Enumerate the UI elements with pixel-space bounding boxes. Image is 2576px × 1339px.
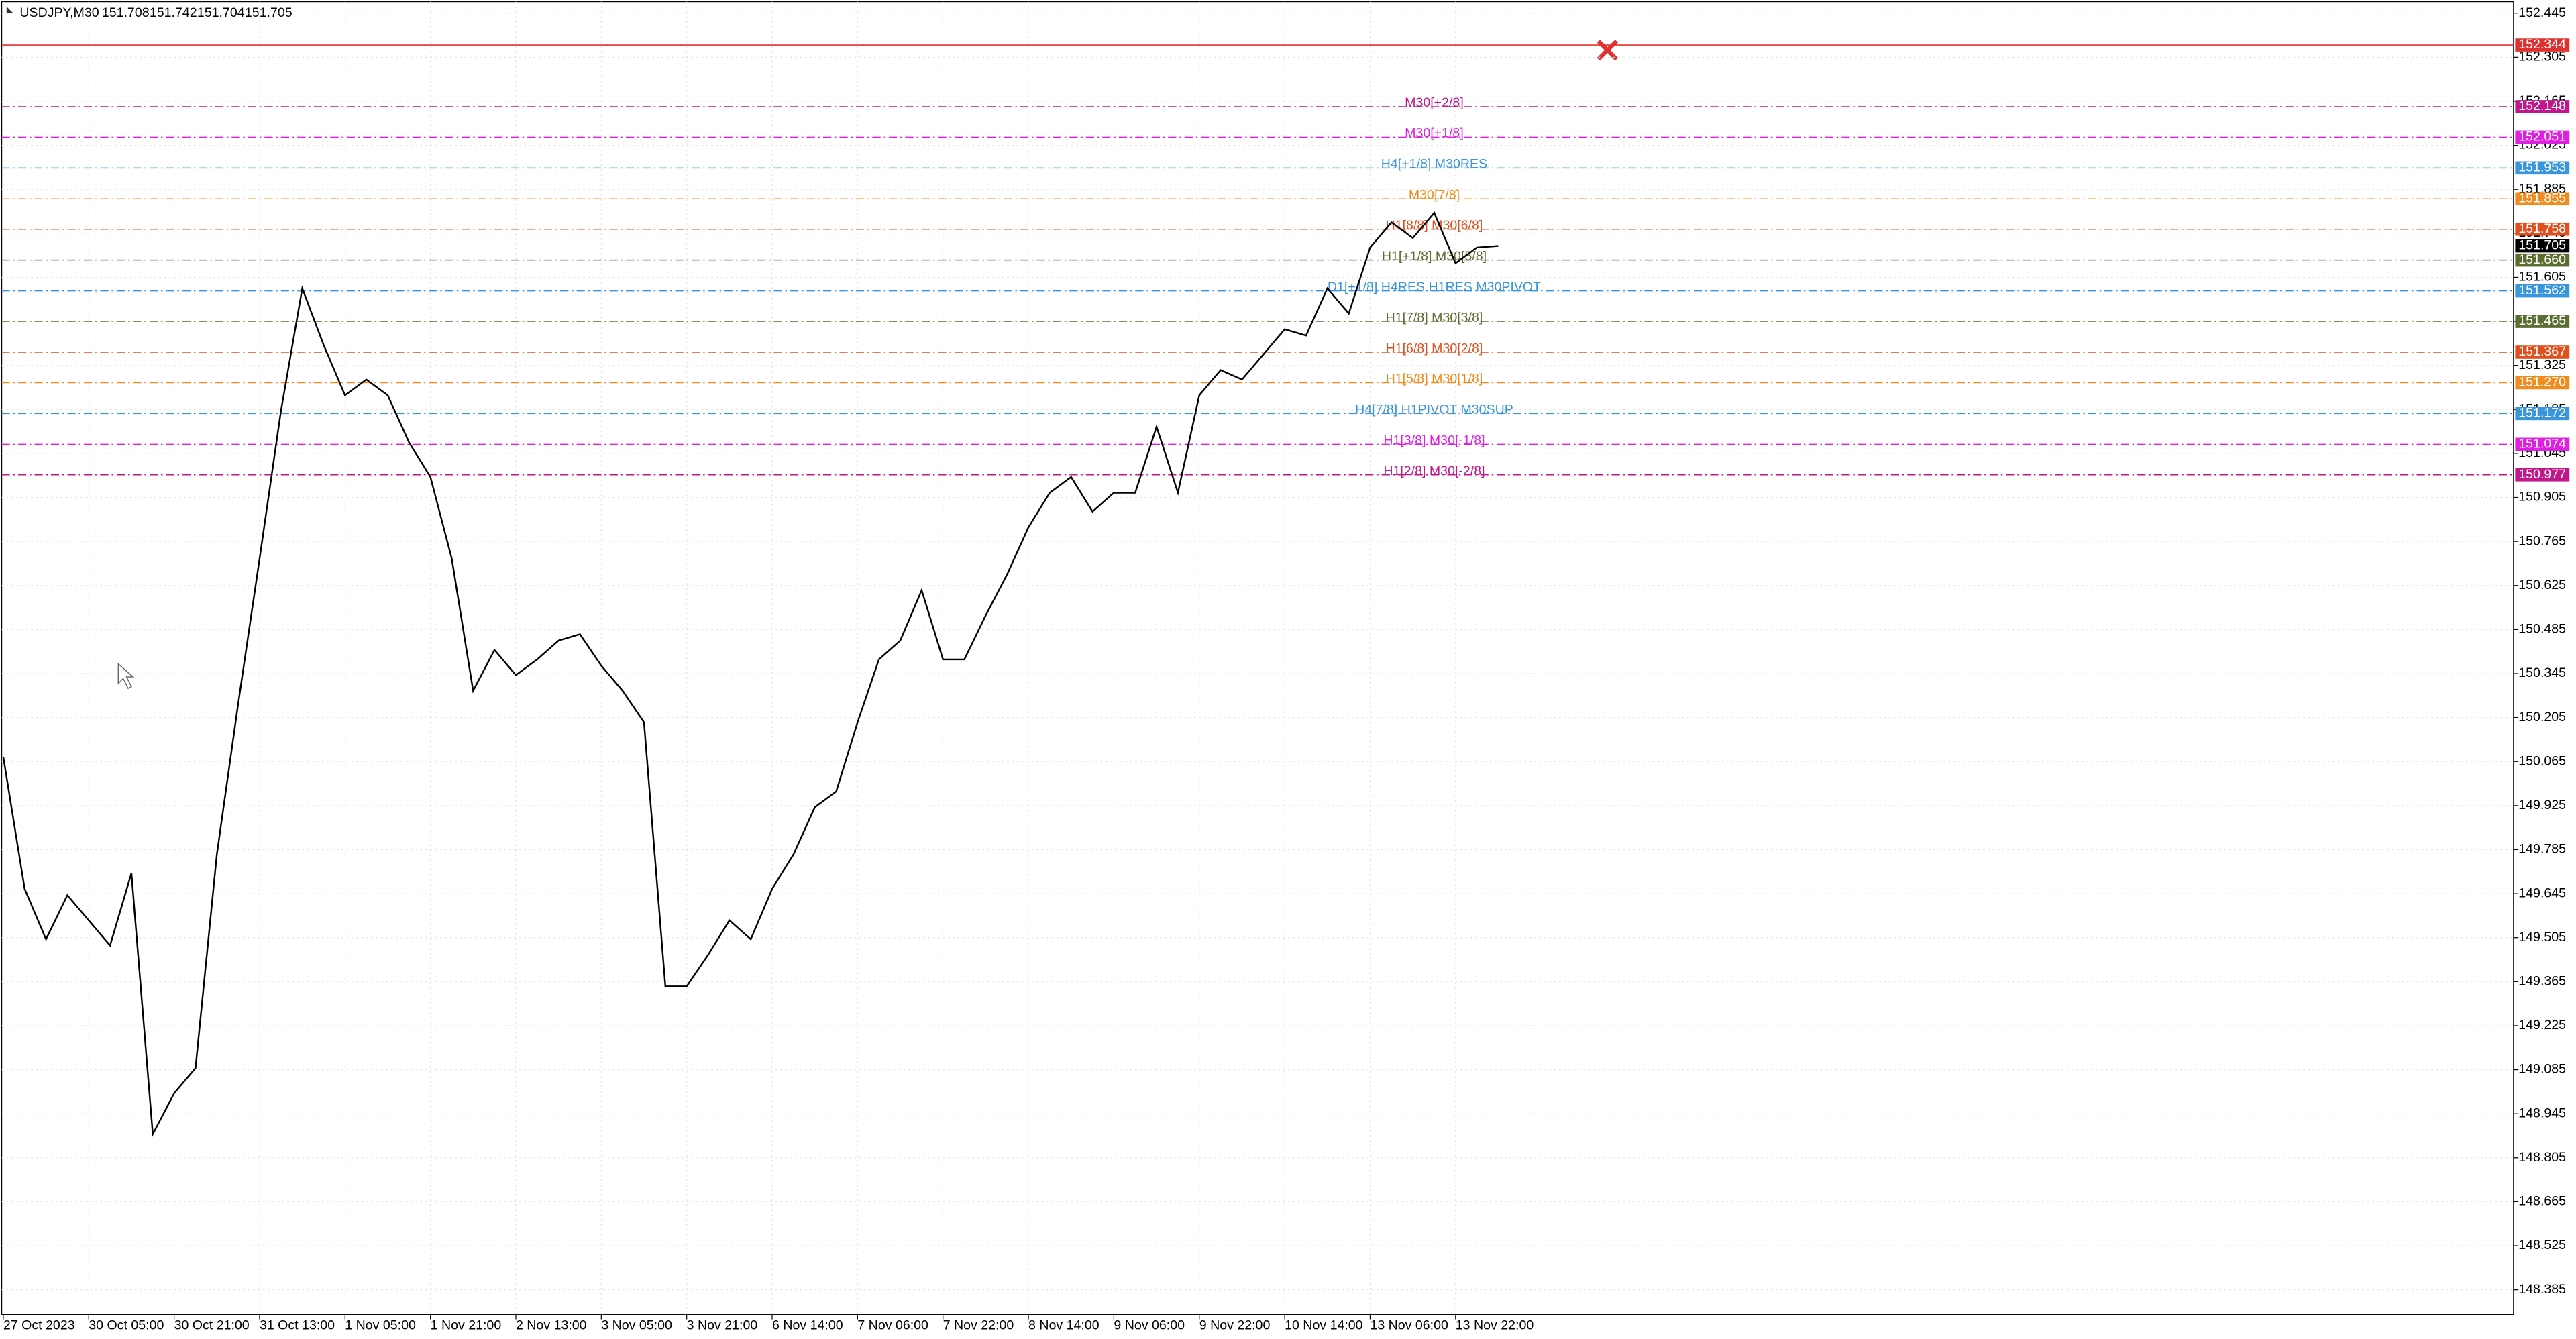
y-tick-label: 148.525	[2518, 1238, 2566, 1252]
level-label: M30[+1/8]	[1405, 126, 1464, 141]
level-label: H4[7/8] H1PIVOT M30SUP	[1355, 403, 1513, 417]
x-tick-label: 3 Nov 21:00	[687, 1318, 758, 1333]
level-tag-label: 150.977	[2518, 467, 2566, 482]
y-tick-label: 150.205	[2518, 710, 2566, 725]
level-tag-label: 151.953	[2518, 160, 2566, 175]
y-tick-label: 150.485	[2518, 622, 2566, 637]
mouse-cursor	[117, 662, 135, 690]
y-tick-label: 150.765	[2518, 533, 2566, 548]
level-tag-label: 151.758	[2518, 221, 2566, 236]
level-label: H1[5/8] M30[1/8]	[1386, 372, 1483, 386]
quote-open: 151.708	[102, 5, 150, 20]
level-tag	[2515, 407, 2570, 421]
y-tick-label: 148.385	[2518, 1282, 2566, 1297]
y-tick-label: 149.785	[2518, 842, 2566, 857]
y-tick-label: 149.505	[2518, 930, 2566, 945]
level-tag-label: 151.660	[2518, 252, 2566, 267]
x-tick-label: 30 Oct 21:00	[174, 1318, 250, 1333]
level-tag	[2515, 100, 2570, 113]
current-price-tag	[2515, 239, 2570, 253]
level-tag	[2515, 437, 2570, 451]
y-tick-label: 150.905	[2518, 490, 2566, 504]
price-line-tag-label: 152.344	[2518, 37, 2566, 52]
x-tick-label: 31 Oct 13:00	[260, 1318, 335, 1333]
x-tick-label: 9 Nov 06:00	[1114, 1318, 1185, 1333]
y-tick-label: 149.645	[2518, 886, 2566, 900]
x-tick-label: 1 Nov 05:00	[345, 1318, 416, 1333]
level-label: H1[8/8] M30[6/8]	[1386, 218, 1483, 233]
level-tag	[2515, 468, 2570, 482]
level-label: H1[6/8] M30[2/8]	[1386, 341, 1483, 356]
y-tick-label: 149.085	[2518, 1062, 2566, 1077]
x-tick-label: 6 Nov 14:00	[772, 1318, 843, 1333]
level-tag-label: 152.051	[2518, 129, 2566, 144]
y-tick-label: 151.605	[2518, 270, 2566, 284]
x-tick-label: 30 Oct 05:00	[89, 1318, 164, 1333]
y-tick-label: 152.445	[2518, 5, 2566, 20]
level-tag-label: 151.074	[2518, 436, 2566, 451]
y-tick-label: 149.225	[2518, 1018, 2566, 1032]
level-tag	[2515, 253, 2570, 267]
y-tick-label: 150.065	[2518, 753, 2566, 768]
plot-frame	[1, 1, 2514, 1315]
quote-high: 151.742	[150, 5, 197, 20]
y-tick-label: 150.345	[2518, 665, 2566, 680]
level-tag	[2515, 315, 2570, 328]
chart-title: USDJPY,M30	[19, 5, 99, 20]
level-tag	[2515, 345, 2570, 359]
level-tag-label: 151.562	[2518, 283, 2566, 298]
y-tick-label: 149.365	[2518, 974, 2566, 989]
quote-close: 151.705	[245, 5, 292, 20]
y-tick-label: 148.665	[2518, 1194, 2566, 1209]
x-tick-label: 7 Nov 06:00	[857, 1318, 928, 1333]
price-line-tag	[2515, 38, 2570, 52]
level-label: M30[+2/8]	[1405, 95, 1464, 110]
x-tick-label: 1 Nov 21:00	[431, 1318, 502, 1333]
level-label: M30[7/8]	[1409, 188, 1460, 203]
x-tick-label: 3 Nov 05:00	[601, 1318, 672, 1333]
level-tag-label: 152.148	[2518, 99, 2566, 113]
level-label: H4[+1/8] M30RES	[1381, 157, 1487, 172]
y-tick-label: 148.805	[2518, 1150, 2566, 1165]
level-tag	[2515, 284, 2570, 298]
level-tag	[2515, 130, 2570, 144]
current-price-tag-label: 151.705	[2518, 238, 2566, 253]
price-line-series	[2, 211, 1499, 1137]
level-tag	[2515, 192, 2570, 206]
y-tick-label: 151.325	[2518, 358, 2566, 372]
y-tick-label: 152.305	[2518, 50, 2566, 64]
x-tick-label: 27 Oct 2023	[3, 1318, 75, 1333]
level-label: H1[3/8] M30[-1/8]	[1383, 433, 1485, 448]
level-tag-label: 151.367	[2518, 344, 2566, 359]
level-tag-label: 151.465	[2518, 313, 2566, 328]
level-tag-label: 151.270	[2518, 375, 2566, 390]
x-tick-label: 7 Nov 22:00	[943, 1318, 1014, 1333]
x-tick-label: 8 Nov 14:00	[1028, 1318, 1099, 1333]
x-tick-label: 13 Nov 06:00	[1370, 1318, 1448, 1333]
level-tag	[2515, 161, 2570, 175]
y-tick-label: 148.945	[2518, 1106, 2566, 1120]
level-tag-label: 151.855	[2518, 191, 2566, 205]
y-tick-label: 150.625	[2518, 578, 2566, 592]
x-tick-label: 2 Nov 13:00	[516, 1318, 587, 1333]
level-label: D1[+1/8] H4RES H1RES M30PIVOT	[1328, 280, 1541, 294]
level-label: H1[2/8] M30[-2/8]	[1383, 464, 1485, 478]
level-label: H1[7/8] M30[3/8]	[1386, 310, 1483, 325]
close-marker[interactable]	[1597, 40, 1618, 61]
y-tick-label: 149.925	[2518, 798, 2566, 812]
x-tick-label: 9 Nov 22:00	[1199, 1318, 1271, 1333]
level-tag-label: 151.172	[2518, 406, 2566, 421]
x-tick-label: 13 Nov 22:00	[1456, 1318, 1534, 1333]
quote-low: 151.704	[197, 5, 245, 20]
level-tag	[2515, 376, 2570, 390]
level-tag	[2515, 222, 2570, 236]
x-tick-label: 10 Nov 14:00	[1285, 1318, 1363, 1333]
